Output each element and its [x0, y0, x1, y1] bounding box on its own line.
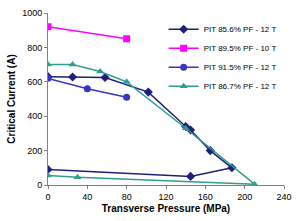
svg-text:800: 800 — [27, 43, 42, 53]
svg-text:PIT 86.7% PF - 12 T: PIT 86.7% PF - 12 T — [204, 82, 277, 91]
svg-text:PIT 91.5% PF - 12 T: PIT 91.5% PF - 12 T — [204, 63, 277, 72]
svg-text:Critical Current (A): Critical Current (A) — [6, 54, 17, 143]
svg-text:120: 120 — [158, 192, 173, 202]
svg-text:1000: 1000 — [22, 8, 42, 18]
svg-text:Transverse Pressure (MPa): Transverse Pressure (MPa) — [102, 203, 230, 214]
svg-text:240: 240 — [276, 192, 291, 202]
svg-text:400: 400 — [27, 111, 42, 121]
svg-text:0: 0 — [37, 180, 42, 190]
svg-text:200: 200 — [237, 192, 252, 202]
svg-text:200: 200 — [27, 146, 42, 156]
svg-text:600: 600 — [27, 77, 42, 87]
svg-text:80: 80 — [122, 192, 132, 202]
svg-text:PIT 85.6% PF - 12 T: PIT 85.6% PF - 12 T — [204, 25, 277, 34]
svg-text:PIT 89.5% PF - 10 T: PIT 89.5% PF - 10 T — [204, 44, 277, 53]
svg-text:40: 40 — [82, 192, 92, 202]
svg-text:0: 0 — [45, 192, 50, 202]
svg-text:160: 160 — [198, 192, 213, 202]
